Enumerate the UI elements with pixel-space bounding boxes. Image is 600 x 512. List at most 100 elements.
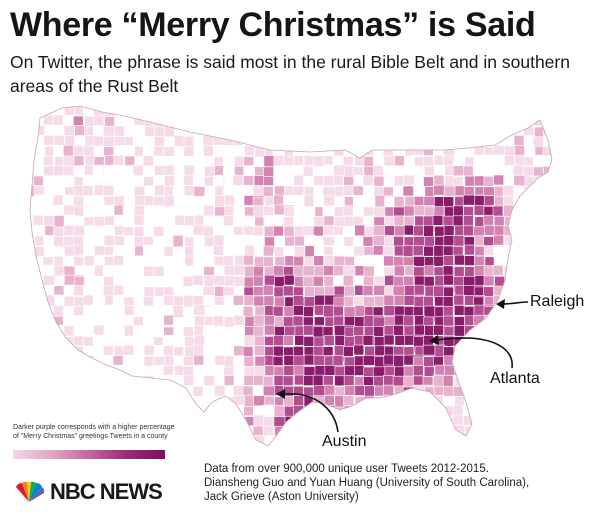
county-cell [113,345,125,357]
county-cell [303,155,315,166]
county-cell [483,385,494,403]
county-cell [93,115,105,126]
county-cell [463,114,475,126]
county-cell [74,396,95,407]
county-cell [213,415,235,427]
county-cell [413,296,425,307]
county-cell [313,185,325,197]
county-cell [452,205,464,217]
county-cell [293,175,304,186]
county-cell [172,264,184,276]
county-cell [124,245,136,257]
county-cell [353,206,365,218]
county-cell [534,106,552,116]
county-cell [444,364,455,376]
county-cell [203,246,214,257]
raleigh-arrow [496,299,529,309]
county-cell [244,245,255,256]
county-cell [104,386,115,398]
county-cell [174,165,185,176]
county-cell [183,106,204,117]
county-cell [283,365,295,377]
county-cell [243,254,254,266]
county-cell [513,195,535,207]
county-cell [483,286,494,298]
county-cell [193,135,205,146]
county-cell [303,354,315,366]
county-cell [503,284,525,296]
county-cell [253,295,265,307]
county-cell [104,106,115,117]
county-cell [373,414,394,426]
county-cell [554,136,564,146]
county-cell [384,345,396,357]
county-cell [542,175,552,187]
county-cell [133,106,144,113]
county-cell [404,126,426,143]
county-cell [314,304,325,316]
county-cell [473,345,485,356]
county-cell [202,324,214,336]
county-cell [114,235,125,247]
county-cell [363,135,375,153]
county-cell [83,305,94,317]
county-cell [373,375,384,387]
county-cell [382,106,394,122]
county-cell [513,405,535,417]
county-cell [514,386,526,397]
county-cell [503,115,515,127]
county-cell [73,285,85,297]
county-cell [483,266,495,278]
county-cell [442,305,454,317]
county-cell [154,136,165,147]
county-cell [195,95,205,105]
county-cell [492,205,504,217]
county-cell [382,145,394,156]
county-cell [413,106,435,114]
county-cell [302,165,314,177]
county-cell [104,215,115,227]
county-cell [333,196,345,208]
county-cell [433,385,445,397]
county-cell [73,176,85,187]
county-cell [434,364,446,376]
county-cell [514,236,535,253]
county-cell [103,225,114,236]
county-cell [224,194,235,206]
raleigh-label: Raleigh [530,293,585,310]
county-cell [223,106,235,117]
county-cell [412,306,424,317]
county-cell [302,136,324,147]
county-cell [182,445,194,446]
county-cell [353,344,365,356]
county-cell [464,365,476,377]
county-cell [142,396,164,407]
county-cell [323,225,335,236]
county-cell [403,275,415,287]
county-cell [384,106,396,108]
county-cell [533,225,552,237]
county-cell [383,334,395,346]
county-cell [523,245,545,257]
county-cell [292,425,304,443]
county-cell [273,194,284,206]
county-cell [283,205,295,217]
county-cell [263,115,285,133]
county-cell [452,414,464,426]
county-cell [503,106,514,117]
county-cell [164,265,175,277]
county-cell [154,106,165,117]
county-cell [233,206,245,217]
county-cell [425,95,435,105]
county-cell [164,215,176,226]
county-cell [114,405,126,417]
county-cell [144,185,156,197]
county-cell [492,316,514,328]
county-cell [133,214,145,226]
county-cell [353,276,365,287]
county-cell [214,225,226,236]
county-cell [393,405,405,417]
county-cell [73,185,85,196]
county-cell [413,405,434,417]
